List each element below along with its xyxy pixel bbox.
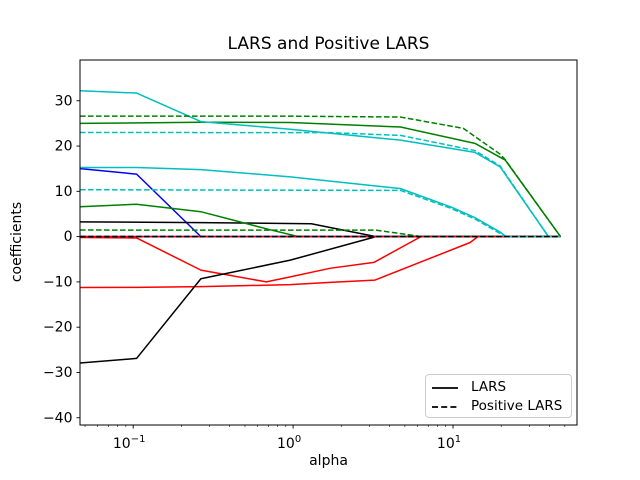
solid-line-sample-icon (432, 386, 458, 389)
series-line-lars-coef-2 (80, 235, 561, 283)
legend-entry-lars: LARS (431, 378, 571, 397)
series-line-lars-coef-4 (80, 90, 561, 238)
y-tick-label: −20 (43, 320, 73, 336)
legend-label-lars: LARS (471, 379, 507, 395)
y-tick-label: 30 (55, 93, 73, 109)
series-line-positive-lars-coef-8 (80, 229, 561, 238)
x-tick-label: 100 (277, 434, 301, 452)
y-tick-label: 10 (55, 184, 73, 200)
y-tick-label: −40 (43, 410, 73, 426)
x-axis-label: alpha (309, 453, 348, 469)
y-tick-label: −10 (43, 274, 73, 290)
series-line-lars-coef-7 (80, 235, 561, 289)
legend-entry-positive-lars: Positive LARS (431, 397, 571, 416)
y-tick-label: 20 (55, 139, 73, 155)
series-line-lars-coef-5 (80, 221, 561, 238)
legend-label-positive-lars: Positive LARS (471, 398, 563, 414)
legend: LARS Positive LARS (425, 374, 572, 418)
y-tick-label: −30 (43, 365, 73, 381)
series-line-lars-coef-8 (80, 203, 561, 238)
series-line-lars-coef-1 (80, 167, 561, 238)
series-line-lars-coef-9 (80, 166, 561, 238)
y-axis-label: coefficients (9, 201, 25, 283)
series-line-positive-lars-coef-3 (80, 115, 562, 238)
x-tick-label: 101 (437, 434, 461, 452)
chart-title: LARS and Positive LARS (227, 34, 430, 54)
series-line-positive-lars-coef-4 (80, 131, 561, 238)
dashed-line-sample-icon (432, 405, 458, 408)
series-line-lars-coef-10 (80, 235, 561, 364)
x-tick-label: 10−1 (113, 434, 146, 452)
y-tick-label: 0 (64, 229, 73, 245)
axes-frame (79, 59, 578, 426)
